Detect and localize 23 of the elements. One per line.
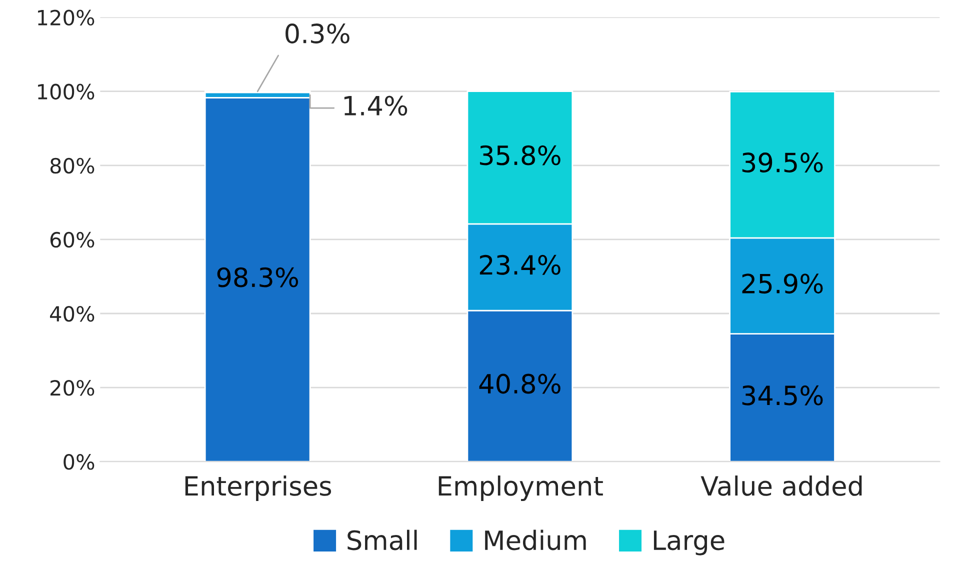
legend-label: Small xyxy=(348,530,417,550)
y-tick-label: 60% xyxy=(50,232,94,248)
data-label: 39.5% xyxy=(742,152,823,173)
y-tick-label: 20% xyxy=(50,380,94,396)
data-label: 40.8% xyxy=(479,374,560,394)
legend-label: Medium xyxy=(485,530,586,550)
data-label: 25.9% xyxy=(742,274,823,294)
data-label: 23.4% xyxy=(480,254,560,275)
legend-label: Large xyxy=(654,530,724,556)
y-tick-label: 120% xyxy=(38,10,94,26)
data-label: 98.3% xyxy=(217,267,298,288)
y-tick-label: 0% xyxy=(64,454,94,470)
data-label: 0.3% xyxy=(286,24,350,44)
y-tick-label: 80% xyxy=(50,158,94,174)
x-tick-label: Enterprises xyxy=(185,475,332,502)
bar xyxy=(204,96,311,462)
data-label: 1.4% xyxy=(344,96,408,116)
x-tick-label: Value added xyxy=(700,475,862,496)
data-label: 35.8% xyxy=(480,145,560,166)
y-tick-label: 100% xyxy=(38,84,94,100)
data-label: 34.5% xyxy=(742,385,823,406)
y-tick-label: 40% xyxy=(50,306,94,322)
x-tick-label: Employment xyxy=(438,475,603,502)
